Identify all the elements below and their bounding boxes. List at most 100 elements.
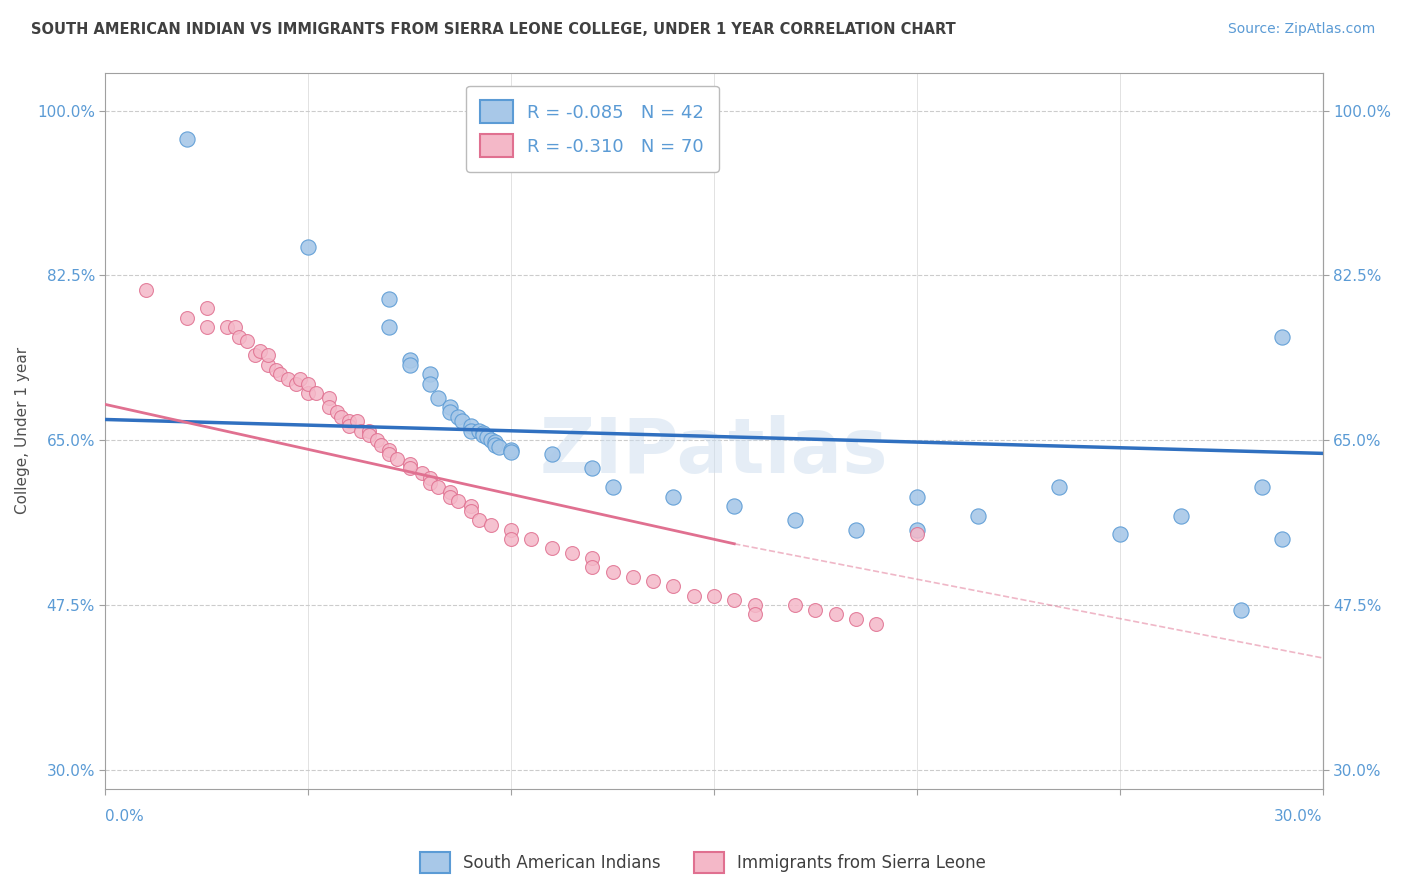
Point [561,546,583,560]
Point [744,607,766,622]
Point [501,523,523,537]
Point [905,523,928,537]
Point [297,240,319,254]
Point [475,430,498,444]
Legend: South American Indians, Immigrants from Sierra Leone: South American Indians, Immigrants from … [413,846,993,880]
Point [540,447,562,461]
Point [845,612,868,626]
Legend: R = -0.085   N = 42, R = -0.310   N = 70: R = -0.085 N = 42, R = -0.310 N = 70 [465,86,718,172]
Text: Source: ZipAtlas.com: Source: ZipAtlas.com [1227,22,1375,37]
Point [467,424,489,438]
Point [484,435,506,450]
Point [398,461,420,475]
Point [520,532,543,546]
Point [1170,508,1192,523]
Point [662,490,685,504]
Point [411,466,433,480]
Point [387,452,409,467]
Point [419,475,441,490]
Point [824,607,846,622]
Point [723,499,745,513]
Point [460,419,482,434]
Point [176,132,198,146]
Point [195,301,218,316]
Point [703,589,725,603]
Point [439,490,461,504]
Point [581,461,603,475]
Point [460,499,482,513]
Point [1271,329,1294,343]
Point [471,425,494,440]
Point [621,570,644,584]
Text: 30.0%: 30.0% [1274,809,1323,824]
Point [135,283,157,297]
Point [195,320,218,334]
Point [484,438,506,452]
Point [602,480,624,494]
Text: ZIPatlas: ZIPatlas [540,416,889,489]
Point [744,598,766,612]
Point [325,405,347,419]
Point [217,320,239,334]
Point [305,386,328,401]
Point [329,409,352,424]
Point [1108,527,1130,541]
Point [264,362,287,376]
Point [245,348,267,362]
Point [427,391,450,405]
Point [581,550,603,565]
Point [427,480,450,494]
Point [1047,480,1070,494]
Point [1271,532,1294,546]
Point [288,372,311,386]
Point [447,494,470,508]
Text: SOUTH AMERICAN INDIAN VS IMMIGRANTS FROM SIERRA LEONE COLLEGE, UNDER 1 YEAR CORR: SOUTH AMERICAN INDIAN VS IMMIGRANTS FROM… [31,22,956,37]
Point [285,376,308,391]
Point [662,579,685,593]
Point [471,428,494,442]
Point [501,444,523,458]
Point [249,343,271,358]
Point [785,598,807,612]
Point [318,401,340,415]
Point [581,560,603,574]
Point [966,508,988,523]
Text: 0.0%: 0.0% [105,809,143,824]
Point [501,442,523,457]
Point [447,409,470,424]
Y-axis label: College, Under 1 year: College, Under 1 year [15,347,30,515]
Point [337,419,360,434]
Point [479,434,502,448]
Point [398,358,420,372]
Point [370,438,392,452]
Point [419,376,441,391]
Point [269,368,291,382]
Point [337,414,360,428]
Point [460,424,482,438]
Point [378,442,401,457]
Point [479,518,502,533]
Point [366,434,388,448]
Point [224,320,246,334]
Point [297,376,319,391]
Point [804,603,827,617]
Point [398,353,420,368]
Point [439,485,461,500]
Point [350,424,373,438]
Point [439,405,461,419]
Point [277,372,299,386]
Point [602,565,624,579]
Point [378,292,401,306]
Point [1230,603,1253,617]
Point [905,527,928,541]
Point [228,329,250,343]
Point [467,513,489,527]
Point [451,414,474,428]
Point [256,348,278,362]
Point [643,574,665,589]
Point [378,447,401,461]
Point [905,490,928,504]
Point [785,513,807,527]
Point [845,523,868,537]
Point [359,424,381,438]
